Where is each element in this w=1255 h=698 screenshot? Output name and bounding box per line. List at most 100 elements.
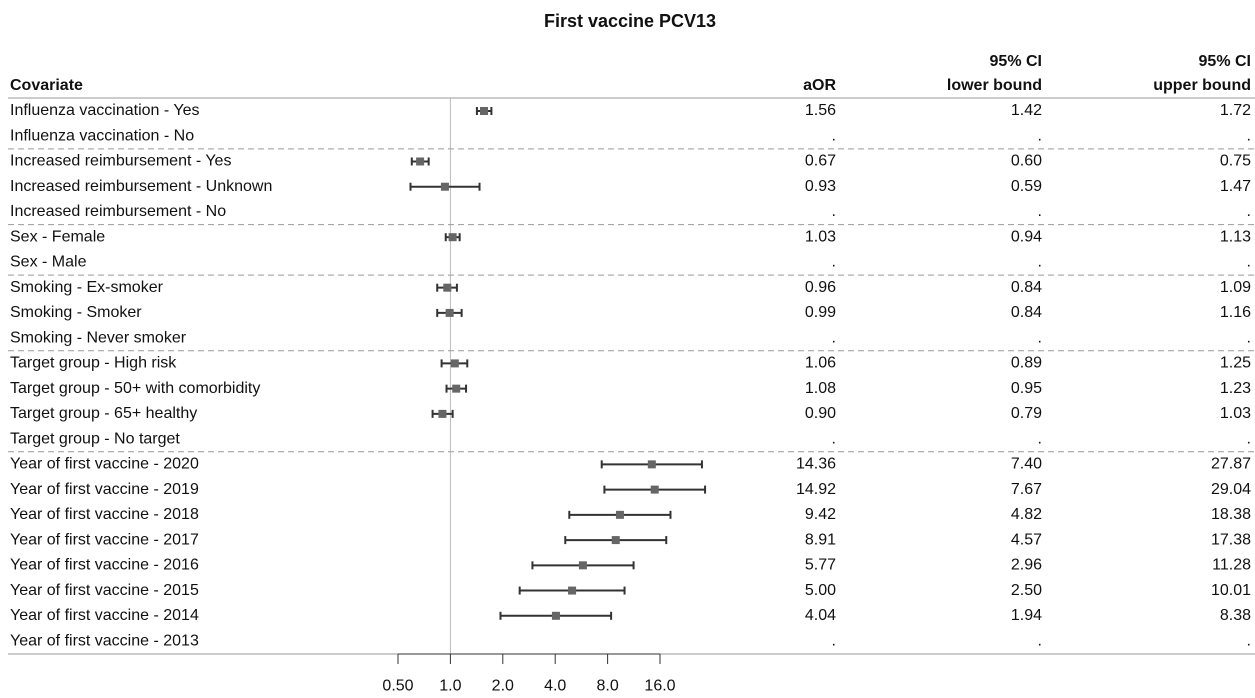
row-label: Influenza vaccination - Yes: [10, 102, 199, 119]
value-label: .: [1247, 254, 1251, 271]
value-label: .: [1038, 632, 1042, 649]
value-label: 1.42: [1011, 102, 1042, 119]
row-label: Year of first vaccine - 2015: [10, 582, 199, 599]
value-label: 11.28: [1212, 557, 1251, 574]
value-label: .: [1038, 127, 1042, 144]
value-label: 27.87: [1211, 456, 1251, 473]
row-label: Smoking - Ex-smoker: [10, 279, 164, 296]
value-label: 1.16: [1220, 304, 1251, 321]
estimate: [445, 308, 454, 317]
value-label: .: [832, 329, 836, 346]
value-label: 0.84: [1011, 279, 1042, 296]
value-label: 1.06: [805, 355, 836, 372]
value-label: 0.90: [805, 405, 836, 422]
value-label: .: [1247, 430, 1251, 447]
row-label: Year of first vaccine - 2020: [10, 456, 199, 473]
value-label: 1.08: [805, 380, 836, 397]
value-label: 1.03: [1220, 405, 1251, 422]
value-label: 5.77: [805, 557, 836, 574]
value-label: 0.59: [1011, 178, 1042, 195]
x-tick-label: 4.0: [544, 677, 566, 693]
value-label: 0.95: [1011, 380, 1042, 397]
value-label: 0.75: [1220, 153, 1251, 170]
value-label: 10.01: [1211, 582, 1251, 599]
value-label: .: [1038, 329, 1042, 346]
value-label: 1.03: [805, 228, 836, 245]
value-label: 0.96: [805, 279, 836, 296]
value-label: 7.67: [1011, 481, 1042, 498]
estimate: [448, 233, 457, 242]
estimate: [480, 107, 489, 115]
estimate: [647, 460, 656, 469]
value-label: .: [1247, 127, 1251, 144]
value-label: 14.36: [796, 456, 836, 473]
value-label: 0.94: [1011, 228, 1042, 245]
estimate: [452, 384, 461, 393]
value-label: 1.72: [1220, 102, 1251, 119]
value-label: 1.09: [1220, 279, 1251, 296]
chart-title: First vaccine PCV13: [544, 11, 716, 31]
row-label: Target group - 65+ healthy: [10, 405, 197, 422]
value-label: 0.60: [1011, 153, 1042, 170]
estimate: [650, 485, 659, 494]
value-label: 0.89: [1011, 355, 1042, 372]
estimate: [611, 536, 620, 545]
row-label: Target group - No target: [10, 430, 180, 447]
value-label: 1.23: [1220, 380, 1251, 397]
estimate: [416, 157, 425, 166]
value-label: 2.50: [1011, 582, 1042, 599]
column-header: aOR: [803, 77, 836, 94]
value-label: 0.84: [1011, 304, 1042, 321]
value-label: 4.04: [805, 607, 836, 624]
estimate: [438, 409, 447, 418]
estimate: [440, 182, 449, 191]
value-label: .: [832, 254, 836, 271]
column-header: lower bound: [947, 77, 1042, 94]
value-label: 5.00: [805, 582, 836, 599]
row-label: Smoking - Never smoker: [10, 329, 187, 346]
estimate: [551, 611, 560, 620]
row-header: Covariate: [10, 77, 83, 94]
x-tick-label: 8.0: [596, 677, 618, 693]
value-label: 2.96: [1011, 557, 1042, 574]
x-tick-label: 1.0: [439, 677, 461, 693]
row-label: Year of first vaccine - 2017: [10, 531, 199, 548]
value-label: .: [832, 203, 836, 220]
row-label: Sex - Female: [10, 228, 105, 245]
row-label: Year of first vaccine - 2019: [10, 481, 199, 498]
value-label: .: [1247, 329, 1251, 346]
value-label: 0.99: [805, 304, 836, 321]
value-label: .: [1247, 632, 1251, 649]
column-header: 95% CI: [990, 53, 1042, 70]
row-label: Increased reimbursement - No: [10, 203, 226, 220]
x-tick-label: 16.0: [644, 677, 675, 693]
column-header: 95% CI: [1199, 53, 1251, 70]
value-label: .: [1038, 254, 1042, 271]
value-label: 0.79: [1011, 405, 1042, 422]
row-label: Target group - 50+ with comorbidity: [10, 380, 260, 397]
value-label: 1.56: [805, 102, 836, 119]
value-label: 8.91: [805, 531, 836, 548]
value-label: 1.94: [1011, 607, 1042, 624]
row-label: Year of first vaccine - 2013: [10, 632, 199, 649]
row-label: Year of first vaccine - 2016: [10, 557, 199, 574]
value-label: 1.25: [1220, 355, 1251, 372]
value-label: 1.13: [1220, 228, 1251, 245]
value-label: 0.67: [805, 153, 836, 170]
estimate: [450, 359, 459, 368]
value-label: 4.57: [1011, 531, 1042, 548]
row-label: Increased reimbursement - Yes: [10, 153, 231, 170]
value-label: 8.38: [1220, 607, 1251, 624]
value-label: .: [1038, 203, 1042, 220]
value-label: 14.92: [796, 481, 836, 498]
x-tick-label: 0.50: [382, 677, 413, 693]
estimate: [443, 283, 452, 292]
row-label: Target group - High risk: [10, 355, 177, 372]
x-tick-label: 2.0: [492, 677, 514, 693]
estimate: [615, 510, 624, 519]
column-header: upper bound: [1153, 77, 1251, 94]
row-label: Sex - Male: [10, 254, 87, 271]
value-label: .: [832, 632, 836, 649]
